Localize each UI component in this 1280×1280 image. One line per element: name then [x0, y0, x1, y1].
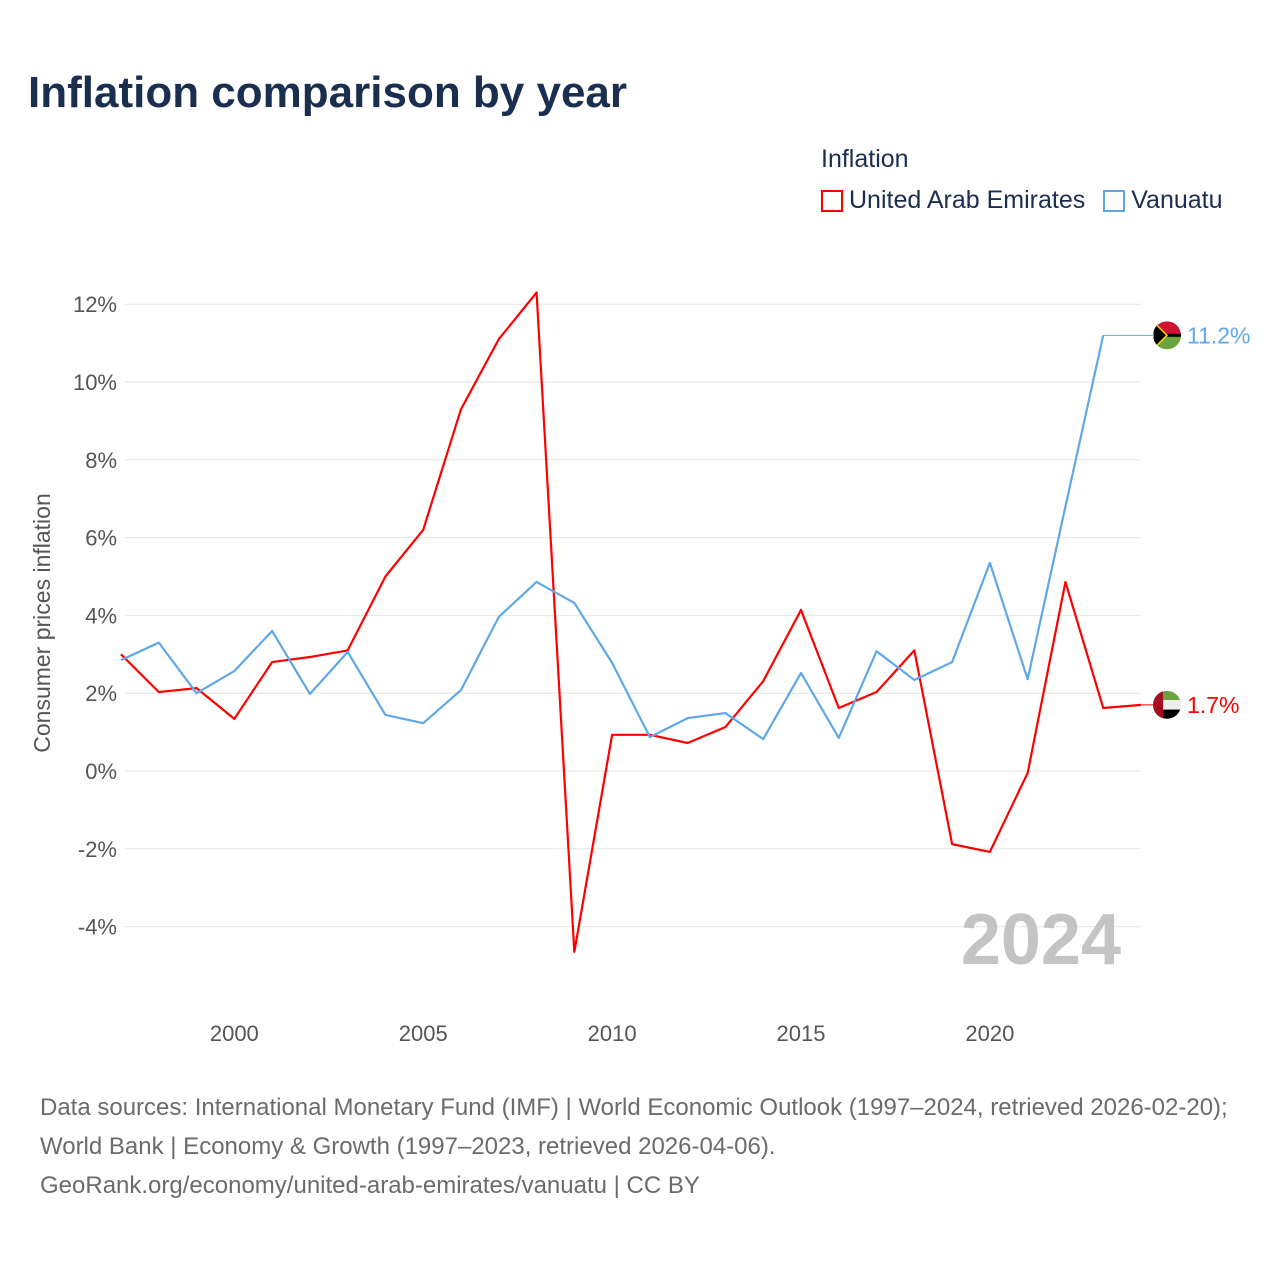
x-tick-label: 2015	[777, 1021, 826, 1046]
series-line-uae	[120, 291, 1142, 953]
page-title: Inflation comparison by year	[28, 68, 628, 117]
line-chart: -4% -2% 0% 2% 4% 6% 8% 10% 12% 2000 2005 2010 2015 2…	[29, 291, 1251, 1046]
x-tick-label: 2010	[588, 1021, 637, 1046]
legend-swatch-uae	[821, 189, 843, 212]
year-watermark: 2024	[961, 900, 1121, 980]
y-tick-label: 8%	[85, 448, 117, 473]
x-tick-label: 2000	[210, 1021, 259, 1046]
end-value-label: 1.7%	[1187, 692, 1239, 718]
y-tick-label: 6%	[85, 526, 117, 551]
y-tick-label: 2%	[85, 681, 117, 706]
series-line-vanuatu	[120, 335, 1105, 741]
legend-item-vanuatu[interactable]: Vanuatu	[1103, 186, 1223, 215]
y-tick-label: 12%	[73, 292, 117, 317]
y-tick-label: 0%	[85, 759, 117, 784]
vanuatu-flag-icon	[1153, 321, 1181, 350]
data-sources: Data sources: International Monetary Fun…	[40, 1094, 1228, 1160]
y-tick-label: 4%	[85, 603, 117, 628]
y-tick-label: -2%	[78, 837, 117, 862]
x-tick-label: 2020	[965, 1021, 1014, 1046]
flag-white	[1153, 700, 1181, 710]
flag-red	[1153, 690, 1163, 719]
y-tick-label: -4%	[78, 915, 117, 940]
flag-body	[1153, 690, 1181, 719]
x-tick-label: 2005	[399, 1021, 448, 1046]
footer: Data sources: International Monetary Fun…	[40, 1088, 1250, 1205]
legend-label-vanuatu: Vanuatu	[1131, 186, 1223, 214]
flag-green	[1153, 690, 1181, 701]
y-tick-label: 10%	[73, 370, 117, 395]
legend: United Arab Emirates Vanuatu	[821, 186, 1223, 215]
legend-item-uae[interactable]: United Arab Emirates	[821, 186, 1085, 215]
end-value-label: 11.2%	[1187, 322, 1251, 348]
legend-label-uae: United Arab Emirates	[849, 186, 1086, 214]
legend-swatch-vanuatu	[1103, 189, 1126, 212]
flag-triangle	[1153, 321, 1169, 350]
legend-title: Inflation	[821, 145, 909, 173]
source-link[interactable]: GeoRank.org/economy/united-arab-emirates…	[40, 1172, 700, 1199]
flag-body	[1153, 321, 1181, 350]
flag-black	[1153, 709, 1181, 719]
uae-flag-icon	[1153, 690, 1181, 719]
y-axis-label: Consumer prices inflation	[29, 493, 55, 753]
